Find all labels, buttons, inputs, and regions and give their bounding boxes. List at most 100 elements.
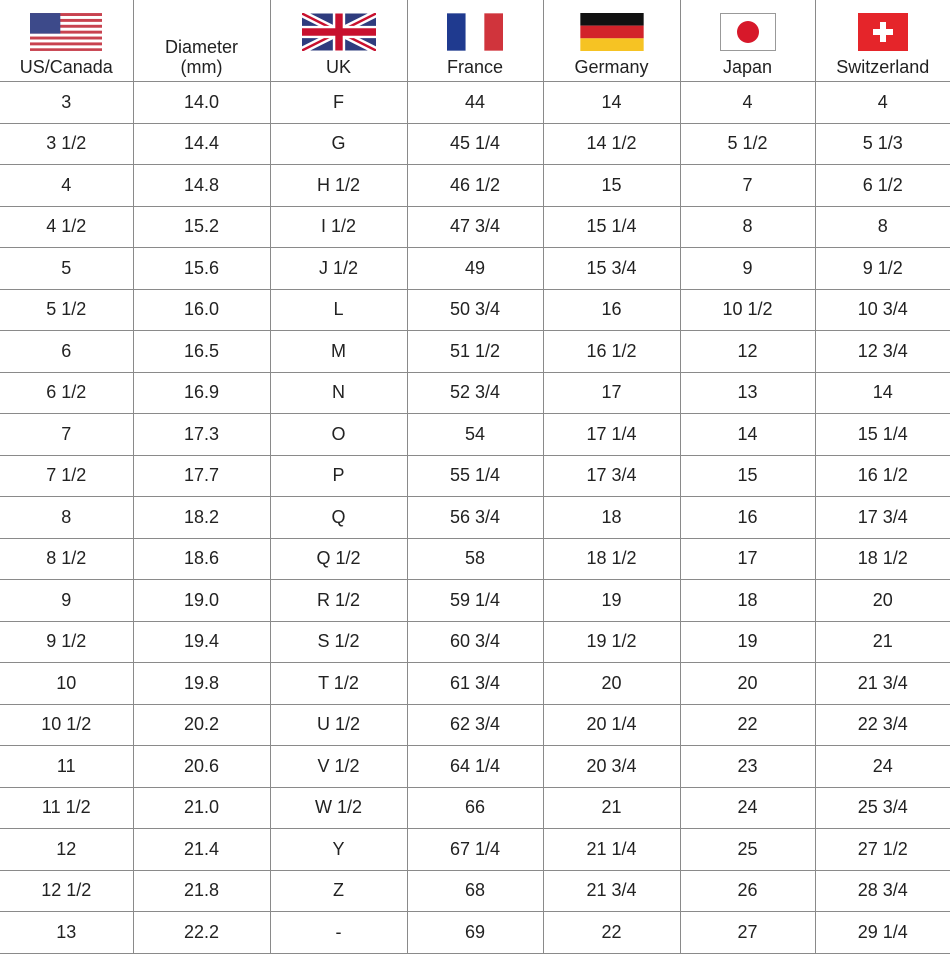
header-uk: UK [269, 0, 408, 82]
cell-germany: 15 1/4 [542, 205, 681, 248]
cell-germany: 17 [542, 371, 681, 414]
cell-diameter: 16.5 [132, 330, 271, 373]
header-label-line1: Diameter [164, 37, 239, 57]
cell-uk: R 1/2 [269, 579, 408, 622]
table-row: 13 22.2-69 22 27 29 1/4 [0, 911, 950, 954]
table-row: 10 19.8 T 1/2 61 3/4 20 20 21 3/4 [0, 662, 950, 705]
cell-japan: 23 [679, 745, 816, 788]
cell-switzerland: 27 1/2 [814, 828, 950, 871]
cell-switzerland: 15 1/4 [814, 413, 950, 456]
cell-germany: 19 1/2 [542, 620, 681, 663]
table-row: 7 1/2 17.7 P 55 1/4 17 3/4 15 16 1/2 [0, 454, 950, 497]
table-row: 3 14.0 F 44 14 4 4 [0, 81, 950, 124]
cell-france: 66 [406, 786, 544, 829]
cell-france: 62 3/4 [406, 703, 544, 746]
cell-diameter: 22.2 [132, 911, 271, 954]
table-row: 10 1/2 20.2 U 1/2 62 3/4 20 1/4 22 22 3/4 [0, 703, 950, 746]
cell-us-canada: 8 1/2 [0, 537, 134, 580]
cell-germany: 14 1/2 [542, 122, 681, 165]
cell-france: 51 1/2 [406, 330, 544, 373]
header-diameter: Diameter (mm) [132, 0, 271, 82]
header-label: Japan [722, 57, 773, 77]
cell-us-canada: 6 [0, 330, 134, 373]
cell-germany: 20 3/4 [542, 745, 681, 788]
header-label: France [446, 57, 504, 77]
cell-us-canada: 5 [0, 247, 134, 290]
cell-us-canada: 8 [0, 496, 134, 539]
header-us-canada: US/Canada [0, 0, 134, 82]
cell-switzerland: 25 3/4 [814, 786, 950, 829]
cell-uk: Y [269, 828, 408, 871]
cell-uk: O [269, 413, 408, 456]
cell-japan: 24 [679, 786, 816, 829]
table-row: 6 16.5 M 51 1/2 16 1/2 12 12 3/4 [0, 330, 950, 373]
japan-flag-icon [719, 13, 776, 51]
cell-switzerland: 10 3/4 [814, 288, 950, 331]
germany-flag-icon [579, 13, 644, 51]
cell-uk: I 1/2 [269, 205, 408, 248]
table-row: 8 1/2 18.6 Q 1/2 58 18 1/2 17 18 1/2 [0, 537, 950, 580]
cell-diameter: 16.0 [132, 288, 271, 331]
header-label: Germany [574, 57, 649, 77]
cell-switzerland: 29 1/4 [814, 911, 950, 954]
cell-uk: S 1/2 [269, 620, 408, 663]
header-label: UK [325, 57, 351, 77]
cell-france: 46 1/2 [406, 164, 544, 207]
cell-germany: 21 3/4 [542, 869, 681, 912]
table-row: 4 1/2 15.2 I 1/2 47 3/4 15 1/4 8 8 [0, 205, 950, 248]
cell-france: 47 3/4 [406, 205, 544, 248]
cell-switzerland: 17 3/4 [814, 496, 950, 539]
cell-uk: N [269, 371, 408, 414]
cell-diameter: 16.9 [132, 371, 271, 414]
cell-japan: 7 [679, 164, 816, 207]
cell-france: 59 1/4 [406, 579, 544, 622]
table-row: 4 14.8 H 1/2 46 1/2 15 7 6 1/2 [0, 164, 950, 207]
cell-uk: V 1/2 [269, 745, 408, 788]
cell-japan: 19 [679, 620, 816, 663]
header-switzerland: Switzerland [814, 0, 950, 82]
cell-switzerland: 9 1/2 [814, 247, 950, 290]
cell-switzerland: 24 [814, 745, 950, 788]
cell-germany: 16 [542, 288, 681, 331]
cell-us-canada: 10 [0, 662, 134, 705]
cell-us-canada: 7 1/2 [0, 454, 134, 497]
cell-japan: 18 [679, 579, 816, 622]
cell-germany: 18 1/2 [542, 537, 681, 580]
cell-switzerland: 4 [814, 81, 950, 124]
cell-diameter: 19.4 [132, 620, 271, 663]
cell-uk: M [269, 330, 408, 373]
cell-france: 45 1/4 [406, 122, 544, 165]
cell-uk: Z [269, 869, 408, 912]
table-row: 3 1/2 14.4 G 45 1/4 14 1/2 5 1/2 5 1/3 [0, 122, 950, 165]
cell-switzerland: 21 [814, 620, 950, 663]
cell-japan: 15 [679, 454, 816, 497]
header-label-line2: (mm) [180, 57, 223, 77]
cell-diameter: 17.7 [132, 454, 271, 497]
cell-diameter: 17.3 [132, 413, 271, 456]
table-row: 7 17.3 O 54 17 1/4 14 15 1/4 [0, 413, 950, 456]
cell-france: 64 1/4 [406, 745, 544, 788]
cell-diameter: 20.2 [132, 703, 271, 746]
cell-germany: 19 [542, 579, 681, 622]
cell-japan: 25 [679, 828, 816, 871]
table-row: 5 15.6 J 1/2 49 15 3/4 9 9 1/2 [0, 247, 950, 290]
cell-uk: Q [269, 496, 408, 539]
cell-germany: 21 [542, 786, 681, 829]
cell-switzerland: 28 3/4 [814, 869, 950, 912]
table-row: 6 1/2 16.9 N 52 3/4 17 13 14 [0, 371, 950, 414]
cell-us-canada: 9 1/2 [0, 620, 134, 663]
cell-uk: F [269, 81, 408, 124]
cell-diameter: 15.2 [132, 205, 271, 248]
cell-japan: 5 1/2 [679, 122, 816, 165]
cell-japan: 20 [679, 662, 816, 705]
cell-germany: 20 1/4 [542, 703, 681, 746]
table-row: 11 1/2 21.0 W 1/2 66 21 24 25 3/4 [0, 786, 950, 829]
cell-us-canada: 11 [0, 745, 134, 788]
cell-switzerland: 6 1/2 [814, 164, 950, 207]
cell-france: 60 3/4 [406, 620, 544, 663]
cell-diameter: 20.6 [132, 745, 271, 788]
cell-diameter: 19.0 [132, 579, 271, 622]
cell-france: 56 3/4 [406, 496, 544, 539]
cell-switzerland: 18 1/2 [814, 537, 950, 580]
